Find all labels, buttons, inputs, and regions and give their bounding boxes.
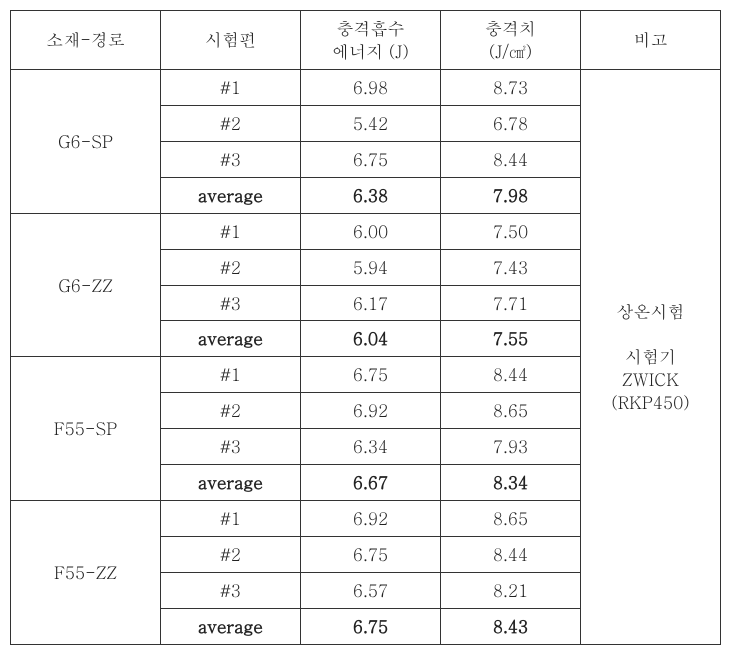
group-name-cell: G6-SP	[11, 69, 161, 213]
specimen-cell: average	[161, 177, 301, 213]
energy-cell: 6.34	[301, 429, 441, 465]
header-specimen: 시험편	[161, 11, 301, 70]
specimen-cell: average	[161, 608, 301, 644]
header-remark: 비고	[581, 11, 721, 70]
value-cell: 8.43	[441, 608, 581, 644]
value-cell: 8.44	[441, 357, 581, 393]
value-cell: 7.55	[441, 321, 581, 357]
energy-cell: 6.98	[301, 69, 441, 105]
energy-cell: 6.17	[301, 285, 441, 321]
energy-cell: 6.00	[301, 213, 441, 249]
specimen-cell: #3	[161, 141, 301, 177]
value-cell: 7.50	[441, 213, 581, 249]
remark-line: 시험기	[625, 344, 676, 368]
specimen-cell: #2	[161, 537, 301, 573]
group-name-cell: G6-ZZ	[11, 213, 161, 357]
specimen-cell: average	[161, 465, 301, 501]
specimen-cell: #3	[161, 285, 301, 321]
energy-cell: 6.92	[301, 501, 441, 537]
energy-cell: 5.94	[301, 249, 441, 285]
remark-cell: 상온시험 시험기ZWICK(RKP450)	[581, 69, 721, 644]
specimen-cell: #1	[161, 69, 301, 105]
remark-line: 상온시험	[617, 299, 685, 323]
header-impact-energy: 충격흡수 에너지 (J)	[301, 11, 441, 70]
group-name-cell: F55-SP	[11, 357, 161, 501]
energy-cell: 6.75	[301, 537, 441, 573]
remark-line: ZWICK	[622, 367, 679, 391]
header-impact-energy-l1: 충격흡수	[337, 16, 405, 40]
value-cell: 8.44	[441, 537, 581, 573]
value-cell: 7.93	[441, 429, 581, 465]
value-cell: 7.71	[441, 285, 581, 321]
specimen-cell: #1	[161, 501, 301, 537]
specimen-cell: #1	[161, 213, 301, 249]
value-cell: 7.98	[441, 177, 581, 213]
remark-line: (RKP450)	[611, 390, 689, 414]
specimen-cell: #3	[161, 429, 301, 465]
specimen-cell: average	[161, 321, 301, 357]
specimen-cell: #2	[161, 393, 301, 429]
table-body: G6-SP#16.988.73상온시험 시험기ZWICK(RKP450)#25.…	[11, 69, 721, 644]
energy-cell: 5.42	[301, 105, 441, 141]
energy-cell: 6.75	[301, 608, 441, 644]
specimen-cell: #1	[161, 357, 301, 393]
impact-test-table: 소재-경로 시험편 충격흡수 에너지 (J) 충격치 (J/㎠) 비고 G6-S…	[10, 10, 721, 645]
energy-cell: 6.75	[301, 141, 441, 177]
energy-cell: 6.38	[301, 177, 441, 213]
value-cell: 8.34	[441, 465, 581, 501]
value-cell: 8.73	[441, 69, 581, 105]
value-cell: 8.44	[441, 141, 581, 177]
specimen-cell: #2	[161, 105, 301, 141]
remark-line	[648, 321, 654, 345]
header-material-path: 소재-경로	[11, 11, 161, 70]
group-name-cell: F55-ZZ	[11, 501, 161, 645]
table-row: G6-SP#16.988.73상온시험 시험기ZWICK(RKP450)	[11, 69, 721, 105]
value-cell: 8.21	[441, 573, 581, 609]
energy-cell: 6.04	[301, 321, 441, 357]
value-cell: 6.78	[441, 105, 581, 141]
energy-cell: 6.57	[301, 573, 441, 609]
value-cell: 8.65	[441, 501, 581, 537]
energy-cell: 6.75	[301, 357, 441, 393]
energy-cell: 6.67	[301, 465, 441, 501]
header-impact-value-l1: 충격치	[485, 16, 536, 40]
header-impact-energy-l2: 에너지 (J)	[332, 39, 409, 63]
value-cell: 8.65	[441, 393, 581, 429]
energy-cell: 6.92	[301, 393, 441, 429]
specimen-cell: #2	[161, 249, 301, 285]
header-impact-value-l2: (J/㎠)	[489, 39, 532, 63]
specimen-cell: #3	[161, 573, 301, 609]
table-header: 소재-경로 시험편 충격흡수 에너지 (J) 충격치 (J/㎠) 비고	[11, 11, 721, 70]
header-impact-value: 충격치 (J/㎠)	[441, 11, 581, 70]
value-cell: 7.43	[441, 249, 581, 285]
